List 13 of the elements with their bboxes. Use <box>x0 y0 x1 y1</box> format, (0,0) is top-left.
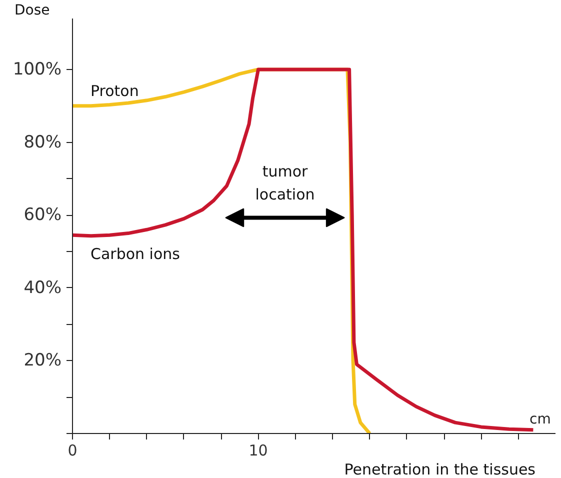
annotation: cm <box>530 412 551 428</box>
y-tick-label: 80% <box>24 132 62 152</box>
y-tick-label: 20% <box>24 350 62 371</box>
x-tick-label: 0 <box>68 442 78 460</box>
y-axis-title: Dose <box>14 2 50 18</box>
series-label: Proton <box>90 82 139 100</box>
annotation: tumor location <box>255 162 315 204</box>
series-label: Carbon ions <box>90 245 180 264</box>
y-tick-label: 40% <box>24 278 62 298</box>
y-tick-label: 100% <box>12 59 62 80</box>
x-tick-label: 10 <box>248 442 268 460</box>
y-tick-label: 60% <box>24 205 62 226</box>
x-axis-title: Penetration in the tissues <box>344 460 536 478</box>
